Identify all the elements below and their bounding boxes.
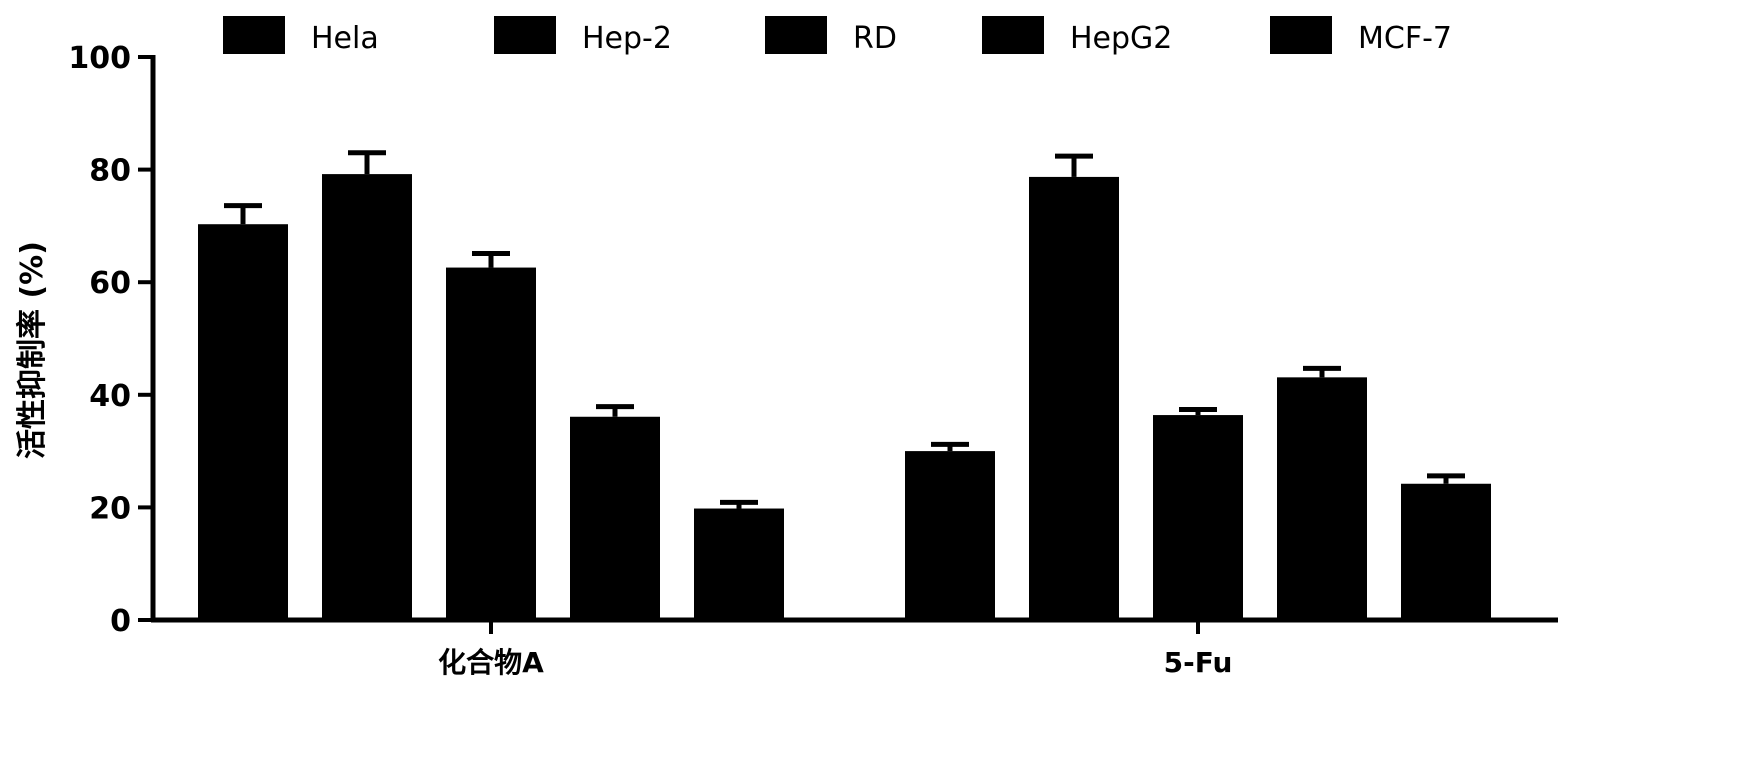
legend-item: Hep-2 — [494, 16, 672, 56]
x-category-label: 化合物A — [438, 646, 544, 679]
legend-swatch — [765, 16, 827, 54]
legend-label: Hela — [311, 21, 379, 56]
y-tick-label: 80 — [89, 154, 131, 189]
legend-item: HepG2 — [982, 16, 1172, 56]
y-tick-label: 100 — [68, 41, 131, 76]
legend-swatch — [494, 16, 556, 54]
bar — [322, 174, 412, 620]
legend-swatch — [223, 16, 285, 54]
y-tick-label: 0 — [110, 604, 131, 639]
x-axis: 化合物A 5-Fu — [151, 620, 1558, 679]
bar — [1029, 177, 1119, 620]
legend-label: Hep-2 — [582, 21, 672, 56]
legend: Hela Hep-2 RD HepG2 MCF-7 — [223, 16, 1452, 56]
bar — [1277, 377, 1367, 620]
legend-item: MCF-7 — [1270, 16, 1452, 56]
bar — [905, 451, 995, 620]
legend-item: RD — [765, 16, 897, 56]
y-axis-title: 活性抑制率 (%) — [15, 241, 50, 459]
bar — [694, 509, 784, 620]
bar — [446, 268, 536, 620]
bar — [1153, 415, 1243, 620]
bar — [198, 224, 288, 620]
legend-label: MCF-7 — [1358, 21, 1452, 56]
legend-swatch — [982, 16, 1044, 54]
legend-label: RD — [853, 21, 897, 56]
bar — [570, 417, 660, 620]
bars — [198, 153, 1491, 620]
bar — [1401, 484, 1491, 620]
y-tick-label: 20 — [89, 491, 131, 526]
x-category-label: 5-Fu — [1164, 646, 1233, 679]
y-tick-label: 40 — [89, 379, 131, 414]
legend-label: HepG2 — [1070, 21, 1172, 56]
legend-item: Hela — [223, 16, 379, 56]
legend-swatch — [1270, 16, 1332, 54]
y-tick-label: 60 — [89, 266, 131, 301]
y-axis: 0 20 40 60 80 100 — [68, 41, 153, 639]
